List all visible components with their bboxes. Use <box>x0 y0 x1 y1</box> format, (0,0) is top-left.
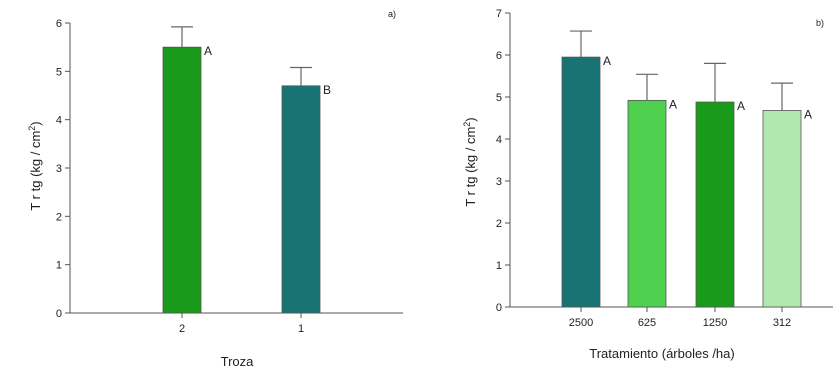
y-tick-label-b: 3 <box>496 176 502 188</box>
y-tick-label-b: 6 <box>496 50 502 62</box>
significance-label-a-1: B <box>323 83 331 97</box>
significance-label-b-312: A <box>804 107 812 121</box>
y-tick-label-b: 2 <box>496 218 502 230</box>
y-tick-label-a: 0 <box>56 308 62 320</box>
bar-b-625 <box>627 99 667 308</box>
y-tick-label-a: 2 <box>56 211 62 223</box>
y-tick-label-b: 0 <box>496 302 502 314</box>
panel-label-b: b) <box>816 18 824 28</box>
x-tick-label-b-312: 312 <box>773 317 791 329</box>
y-axis-title-a-main: T r tg (kg / cm <box>28 131 43 211</box>
y-tick-label-a: 4 <box>56 115 62 127</box>
y-axis-title-b-sup: 2 <box>462 122 472 127</box>
bar-a-2 <box>162 46 202 314</box>
y-tick-label-a: 1 <box>56 260 62 272</box>
chart-panel-b: b) Tratamiento (árboles /ha) T r tg (kg … <box>462 8 833 361</box>
panel-label-a: a) <box>388 9 396 19</box>
y-axis-title-b-main: T r tg (kg / cm <box>463 127 478 207</box>
y-axis-title-a-sup: 2 <box>27 126 37 131</box>
bar-b-2500 <box>561 56 601 308</box>
y-tick-label-a: 6 <box>56 18 62 30</box>
y-axis-title-a-end: ) <box>28 121 43 125</box>
y-tick-label-a: 5 <box>56 66 62 78</box>
significance-label-b-1250: A <box>737 99 745 113</box>
y-tick-label-b: 7 <box>496 8 502 20</box>
x-tick-label-a-2: 2 <box>179 323 185 335</box>
bar-b-312 <box>762 110 802 308</box>
y-tick-label-b: 1 <box>496 260 502 272</box>
x-tick-label-b-1250: 1250 <box>703 317 727 329</box>
y-axis-title-a: T r tg (kg / cm2) <box>27 121 43 210</box>
y-axis-title-b-end: ) <box>463 117 478 121</box>
bar-b-1250 <box>695 101 735 308</box>
bar-a-1 <box>281 85 321 314</box>
significance-label-b-625: A <box>669 97 677 111</box>
significance-label-b-2500: A <box>603 54 611 68</box>
x-tick-label-b-625: 625 <box>638 317 656 329</box>
x-axis-title-a: Troza <box>221 354 255 369</box>
y-axis-title-b: T r tg (kg / cm2) <box>462 117 478 206</box>
y-tick-label-a: 3 <box>56 163 62 175</box>
significance-label-a-2: A <box>204 44 212 58</box>
x-tick-label-b-2500: 2500 <box>569 317 593 329</box>
x-tick-label-a-1: 1 <box>298 323 304 335</box>
y-tick-label-b: 4 <box>496 134 502 146</box>
y-tick-label-b: 5 <box>496 92 502 104</box>
x-axis-title-b: Tratamiento (árboles /ha) <box>589 346 734 361</box>
